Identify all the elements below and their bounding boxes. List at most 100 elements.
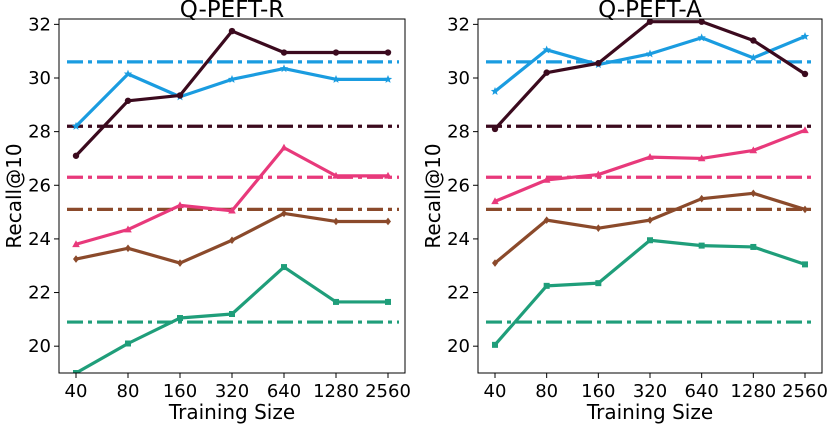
series-1-point — [697, 33, 706, 42]
series-4-point — [229, 236, 235, 245]
y-tick-label: 32 — [28, 14, 51, 35]
series-1-point — [383, 74, 393, 83]
series-3-point — [491, 197, 499, 205]
x-tick-label: 2560 — [365, 381, 411, 402]
series-1-point — [71, 121, 81, 130]
series-4-point — [125, 244, 131, 253]
y-tick-label: 24 — [447, 229, 470, 250]
series-3-point — [749, 146, 758, 154]
series-3-point — [228, 206, 236, 214]
series-2-point — [124, 97, 132, 104]
series-5-point — [647, 237, 653, 244]
x-axis-label: Training Size — [168, 400, 295, 424]
series-4-point — [647, 216, 653, 224]
y-tick-label: 28 — [447, 122, 470, 143]
x-tick-label: 2560 — [782, 381, 828, 402]
series-3 — [491, 126, 809, 205]
plot-frame — [477, 18, 823, 374]
y-tick-label: 30 — [447, 68, 470, 89]
series-4-point — [595, 224, 602, 232]
series-5-point — [492, 341, 498, 348]
x-tick-label: 1280 — [730, 381, 776, 402]
series-5-point — [385, 298, 391, 305]
series-2-point — [801, 70, 809, 78]
series-3-point — [697, 154, 706, 162]
series-2-point — [698, 19, 705, 25]
x-tick-label: 640 — [684, 381, 718, 402]
chart-title: Q-PEFT-A — [598, 0, 702, 23]
series-2 — [72, 27, 392, 159]
series-5-point — [802, 261, 808, 268]
series-2-point — [176, 92, 184, 99]
series-5-point — [543, 282, 550, 289]
y-tick-label: 32 — [447, 14, 470, 35]
chart-title: Q-PEFT-R — [180, 0, 285, 23]
series-5-line — [75, 265, 388, 373]
series-2-point — [72, 152, 80, 159]
series-4-point — [492, 259, 498, 267]
chart-panel-2: 20 22 24 26 28 30 32 40 80 160 320 640 1280 2560 Q-PEF… — [421, 0, 828, 424]
series-1-point — [123, 69, 133, 78]
x-tick-label: 80 — [535, 381, 558, 402]
x-axis-label: Training Size — [586, 400, 713, 424]
series-5-point — [595, 280, 602, 287]
series-1-point — [800, 32, 810, 40]
series-3-line — [75, 146, 388, 246]
series-2 — [491, 19, 809, 133]
y-axis-label: Recall@10 — [2, 143, 26, 248]
x-tick-label: 320 — [215, 381, 249, 402]
series-5 — [73, 264, 391, 373]
series-3 — [72, 143, 392, 248]
series-4-point — [802, 205, 808, 214]
series-1-point — [279, 64, 289, 73]
series-2-line — [493, 20, 806, 131]
series-3-point — [124, 225, 132, 233]
series-2-point — [332, 49, 340, 56]
series-2-point — [543, 69, 550, 76]
series-2-point — [228, 27, 236, 35]
series-4-point — [750, 189, 757, 198]
y-axis-label: Recall@10 — [421, 143, 445, 248]
y-tick-label: 24 — [28, 229, 51, 250]
series-5-line — [493, 238, 806, 346]
plot-frame — [58, 18, 406, 374]
x-tick-label: 80 — [117, 381, 140, 402]
series-2-point — [280, 49, 288, 56]
series-4-line — [493, 191, 806, 265]
series-5-point — [229, 311, 235, 317]
series-5-point — [333, 298, 339, 305]
series-3-point — [280, 143, 288, 151]
series-2-point — [491, 125, 499, 133]
series-4-point — [177, 259, 183, 267]
series-1-point — [749, 53, 758, 62]
series-5-point — [281, 264, 287, 271]
series-5-point — [698, 242, 705, 249]
x-tick-label: 40 — [484, 381, 507, 402]
series-1-point — [331, 74, 341, 83]
series-1 — [71, 64, 393, 130]
series-2-point — [646, 19, 654, 25]
y-tick-label: 30 — [28, 68, 51, 89]
x-tick-label: 160 — [163, 381, 197, 402]
series-5 — [492, 237, 808, 348]
y-tick-label: 26 — [28, 175, 51, 196]
series-3-point — [72, 240, 80, 248]
series-4 — [492, 189, 808, 267]
series-1-point — [227, 74, 237, 83]
series-5-point — [750, 243, 757, 250]
series-4-point — [281, 209, 287, 218]
series-3-point — [801, 126, 809, 134]
x-tick-label: 40 — [65, 381, 88, 402]
series-5-point — [125, 340, 131, 347]
y-tick-label: 28 — [28, 122, 51, 143]
series-1-point — [645, 49, 655, 58]
series-4-point — [698, 194, 705, 203]
series-1-point — [490, 87, 500, 95]
series-5-point — [177, 315, 183, 322]
x-tick-label: 640 — [267, 381, 301, 402]
series-3-point — [176, 201, 184, 209]
y-tick-label: 22 — [28, 283, 51, 304]
chart-panel-1: 20 22 24 26 28 30 32 40 80 160 320 640 1280 2560 Q-PEF… — [2, 0, 411, 424]
series-4 — [73, 209, 391, 267]
x-tick-label: 1280 — [313, 381, 359, 402]
